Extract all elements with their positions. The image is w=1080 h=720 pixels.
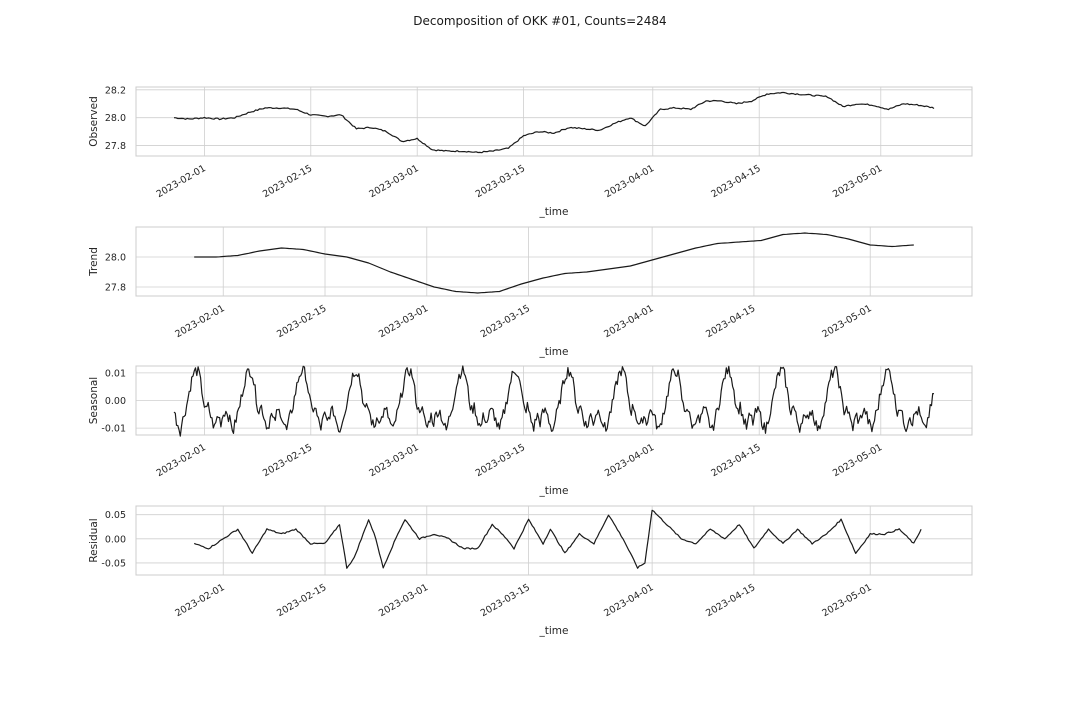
y-tick-label: -0.01 <box>101 424 126 435</box>
residual-plot-area <box>135 505 973 576</box>
y-tick-label: 0.05 <box>105 510 126 521</box>
observed-plot-area <box>135 86 973 157</box>
figure-title: Decomposition of OKK #01, Counts=2484 <box>413 14 666 28</box>
y-tick-label: 27.8 <box>105 283 126 294</box>
y-tick-label: 0.00 <box>105 534 126 545</box>
residual-series-line <box>193 509 922 569</box>
trend-plot-area <box>135 226 973 297</box>
y-tick-label: 28.2 <box>105 85 126 96</box>
trend-panel: 2023-02-01 2023-02-15 2023-03-01 2023-03-15… <box>88 226 973 358</box>
trend-y-axis-label: Trend <box>88 247 100 277</box>
observed-x-axis-label: _time <box>539 206 569 218</box>
y-tick-label: 0.00 <box>105 396 126 407</box>
trend-series-line <box>194 232 914 294</box>
trend-x-axis-label: _time <box>539 346 569 358</box>
residual-y-axis-label: Residual <box>88 518 100 562</box>
seasonal-x-axis-label: _time <box>539 485 569 497</box>
y-tick-label: 28.0 <box>105 253 126 264</box>
y-tick-label: 0.01 <box>105 368 126 379</box>
y-tick-label: 28.0 <box>105 113 126 124</box>
observed-series-line <box>173 91 935 154</box>
observed-y-axis-label: Observed <box>88 96 100 147</box>
y-tick-label: 27.8 <box>105 141 126 152</box>
seasonal-y-axis-label: Seasonal <box>88 377 100 424</box>
residual-x-axis-label: _time <box>539 625 569 637</box>
seasonal-series-line <box>173 365 935 437</box>
y-tick-label: -0.05 <box>101 558 126 569</box>
